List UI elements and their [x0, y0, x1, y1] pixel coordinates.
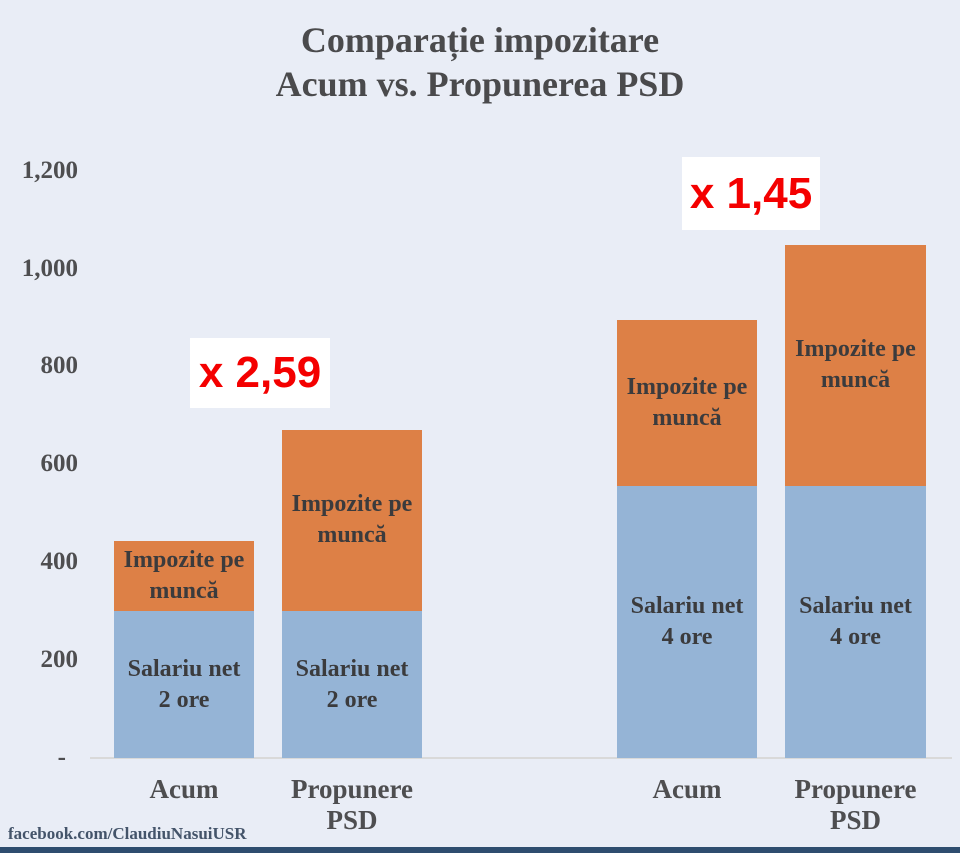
bar-1-acum-salariu-net-segment: Salariu net 2 ore: [114, 611, 254, 758]
segment-label: muncă: [820, 367, 891, 394]
y-axis-tick-600: 600: [40, 450, 79, 478]
bar-3-acum-impozite-pe-munc-segment: Impozite pe muncă: [617, 319, 757, 486]
chart-title: Comparație impozitare Acum vs. Propunere…: [0, 18, 960, 106]
ratio-badge-4ore: x 1,45: [682, 157, 820, 230]
segment-label: 2 ore: [158, 686, 210, 713]
y-axis-tick-1-200: 1,200: [21, 156, 78, 184]
bar-1-acum-impozite-pe-munc-segment: Impozite pe muncă: [114, 541, 254, 612]
x-axis-label-4-propunere-psd: Propunere PSD: [755, 774, 956, 836]
x-axis-label-line: PSD: [326, 805, 378, 835]
y-axis-tick-400: 400: [40, 548, 79, 576]
segment-label: Impozite pe: [626, 373, 748, 400]
x-axis-label-line: Propunere: [794, 774, 917, 804]
x-axis-label-3-acum: Acum: [587, 774, 787, 805]
bar-4-propunere-psd-impozite-pe-munc-segment: Impozite pe muncă: [785, 245, 926, 486]
segment-label: muncă: [149, 578, 219, 605]
x-axis-label-line: Acum: [149, 774, 219, 804]
segment-label: 4 ore: [830, 623, 881, 650]
x-axis-label-line: Propunere: [290, 774, 413, 804]
bar-3-acum-salariu-net-segment: Salariu net 4 ore: [617, 485, 757, 758]
y-axis-tick-200: 200: [40, 646, 79, 674]
segment-label: Impozite pe: [795, 336, 916, 363]
footer-credit: facebook.com/ClaudiuNasuiUSR: [8, 824, 247, 843]
segment-label: 2 ore: [326, 686, 378, 713]
segment-label: 4 ore: [661, 623, 713, 650]
x-axis-label-1-acum: Acum: [84, 774, 284, 805]
bar-4-propunere-psd-salariu-net-segment: Salariu net 4 ore: [785, 485, 926, 758]
y-axis-tick-800: 800: [40, 352, 79, 380]
segment-label: Salariu net: [295, 655, 409, 682]
segment-label: muncă: [652, 404, 722, 431]
bar-2-propunere-psd-salariu-net-segment: Salariu net 2 ore: [282, 611, 422, 758]
y-axis-tick-1-000: 1,000: [21, 254, 78, 282]
x-axis-label-line: PSD: [829, 805, 881, 835]
chart-title-line2: Acum vs. Propunerea PSD: [275, 64, 685, 104]
segment-label: Salariu net: [799, 592, 912, 619]
bar-2-propunere-psd-impozite-pe-munc-segment: Impozite pe muncă: [282, 429, 422, 612]
segment-label: Impozite pe: [291, 491, 413, 518]
ratio-badge-2ore: x 2,59: [190, 338, 330, 408]
bottom-accent-bar: [0, 847, 960, 853]
x-axis-label-2-propunere-psd: Propunere PSD: [252, 774, 452, 836]
y-axis-tick-: -: [57, 744, 66, 771]
segment-label: Salariu net: [630, 592, 744, 619]
x-axis-label-line: Acum: [652, 774, 722, 804]
chart-title-line1: Comparație impozitare: [300, 20, 660, 60]
x-axis-line: [90, 757, 952, 759]
segment-label: Salariu net: [127, 655, 241, 682]
segment-label: muncă: [317, 522, 387, 549]
segment-label: Impozite pe: [123, 547, 245, 574]
